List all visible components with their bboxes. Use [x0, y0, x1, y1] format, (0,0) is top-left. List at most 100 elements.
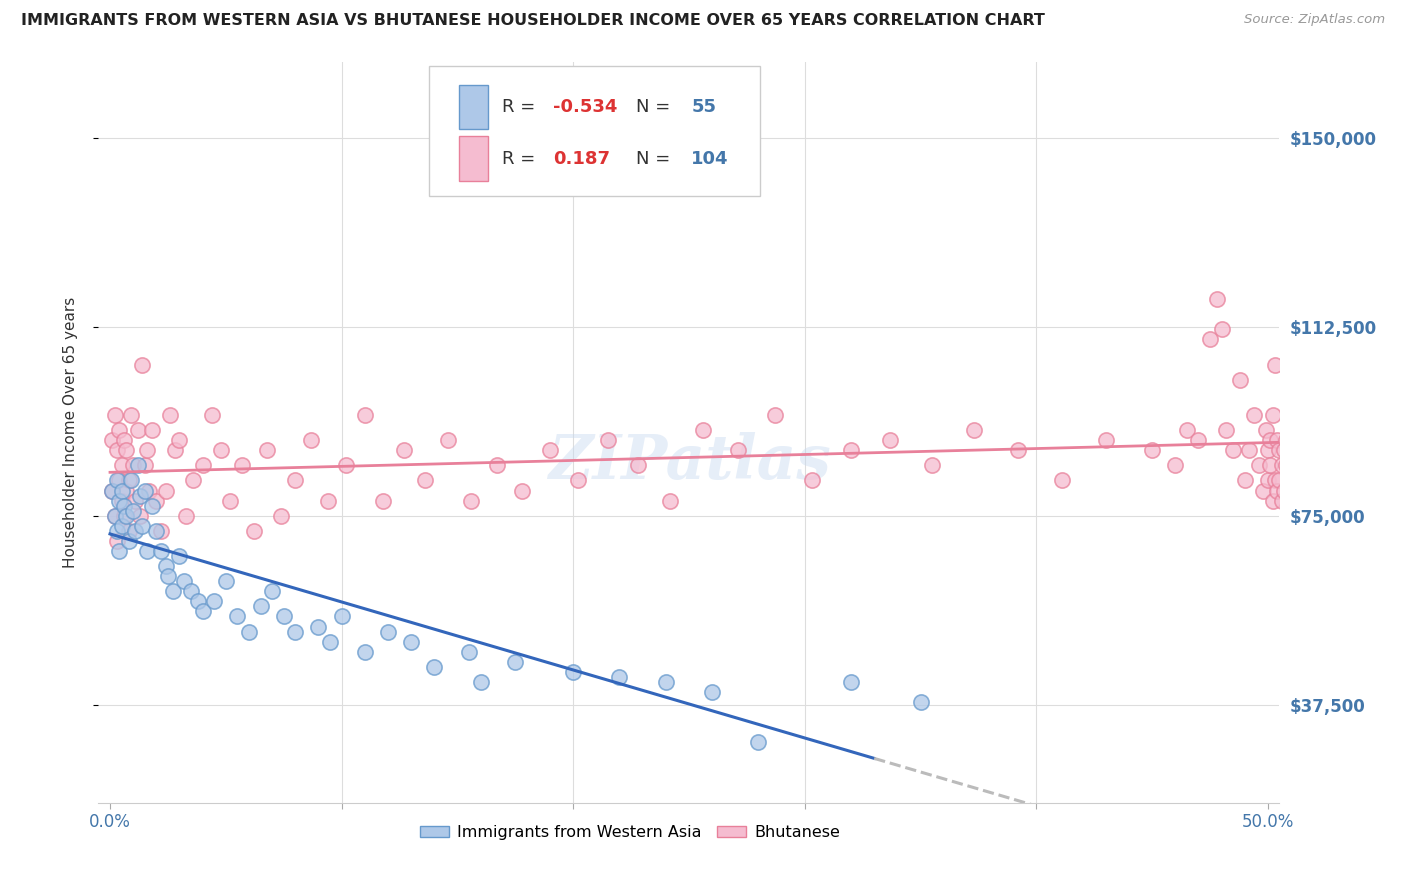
- Point: [470, 674, 492, 689]
- Point: [1140, 443, 1163, 458]
- FancyBboxPatch shape: [458, 136, 488, 181]
- Point: [120, 408, 142, 422]
- Point: [596, 433, 619, 447]
- Point: [122, 504, 145, 518]
- Point: [1222, 443, 1244, 458]
- Point: [1257, 443, 1279, 458]
- Point: [191, 458, 214, 473]
- Point: [226, 609, 249, 624]
- Point: [173, 574, 195, 589]
- Point: [1265, 433, 1288, 447]
- Point: [231, 458, 253, 473]
- Point: [1229, 373, 1251, 387]
- Point: [124, 493, 146, 508]
- Point: [117, 474, 139, 488]
- Point: [284, 624, 307, 639]
- Point: [307, 619, 329, 633]
- Point: [1251, 483, 1274, 498]
- Point: [110, 518, 132, 533]
- Point: [108, 474, 131, 488]
- Point: [159, 408, 181, 422]
- Point: [273, 609, 295, 624]
- Point: [510, 483, 533, 498]
- Text: R =: R =: [502, 150, 541, 168]
- Point: [110, 493, 132, 508]
- Point: [1050, 474, 1073, 488]
- Point: [627, 458, 650, 473]
- Point: [110, 458, 132, 473]
- Point: [163, 443, 186, 458]
- Point: [129, 489, 152, 503]
- FancyBboxPatch shape: [429, 66, 759, 195]
- Point: [1239, 443, 1261, 458]
- Point: [115, 443, 138, 458]
- Point: [1261, 408, 1284, 422]
- Point: [169, 549, 191, 563]
- Point: [1275, 433, 1298, 447]
- Point: [538, 443, 561, 458]
- Y-axis label: Householder Income Over 65 years: Householder Income Over 65 years: [63, 297, 77, 568]
- Point: [104, 408, 127, 422]
- Point: [1211, 322, 1233, 336]
- Point: [156, 569, 179, 583]
- Text: N =: N =: [636, 98, 676, 116]
- Point: [101, 483, 124, 498]
- Point: [141, 423, 163, 437]
- Point: [335, 458, 357, 473]
- Point: [747, 735, 769, 749]
- Point: [458, 645, 481, 659]
- Point: [127, 423, 149, 437]
- Point: [112, 508, 135, 523]
- Point: [105, 533, 128, 548]
- Point: [149, 524, 172, 538]
- Point: [1261, 493, 1284, 508]
- Point: [145, 524, 167, 538]
- Text: 104: 104: [692, 150, 728, 168]
- Point: [655, 674, 678, 689]
- Text: IMMIGRANTS FROM WESTERN ASIA VS BHUTANESE HOUSEHOLDER INCOME OVER 65 YEARS CORRE: IMMIGRANTS FROM WESTERN ASIA VS BHUTANES…: [21, 13, 1045, 29]
- Point: [238, 624, 260, 639]
- Point: [108, 544, 131, 558]
- Point: [162, 584, 184, 599]
- Point: [180, 584, 202, 599]
- Point: [155, 559, 177, 574]
- Point: [124, 524, 146, 538]
- Point: [839, 674, 862, 689]
- Point: [910, 695, 932, 709]
- Point: [437, 433, 460, 447]
- Text: 55: 55: [692, 98, 716, 116]
- Point: [101, 483, 124, 498]
- Point: [1164, 458, 1187, 473]
- Point: [134, 483, 156, 498]
- Point: [1206, 292, 1229, 306]
- Text: 0.187: 0.187: [553, 150, 610, 168]
- Point: [191, 604, 214, 618]
- Point: [127, 458, 149, 473]
- Point: [110, 483, 132, 498]
- Point: [183, 474, 205, 488]
- Text: N =: N =: [636, 150, 676, 168]
- Point: [105, 524, 128, 538]
- Point: [562, 665, 585, 679]
- Point: [262, 584, 284, 599]
- Point: [117, 533, 139, 548]
- Point: [330, 609, 353, 624]
- Point: [1272, 443, 1295, 458]
- Point: [1187, 433, 1209, 447]
- Point: [921, 458, 943, 473]
- Point: [413, 474, 436, 488]
- Point: [155, 483, 177, 498]
- Point: [104, 508, 127, 523]
- Point: [1264, 358, 1286, 372]
- Point: [112, 433, 135, 447]
- Point: [1254, 423, 1277, 437]
- Point: [373, 493, 395, 508]
- Point: [1094, 433, 1116, 447]
- Point: [215, 574, 238, 589]
- Point: [122, 458, 145, 473]
- Point: [963, 423, 986, 437]
- Point: [485, 458, 508, 473]
- Point: [1007, 443, 1029, 458]
- Text: Source: ZipAtlas.com: Source: ZipAtlas.com: [1244, 13, 1385, 27]
- Point: [377, 624, 399, 639]
